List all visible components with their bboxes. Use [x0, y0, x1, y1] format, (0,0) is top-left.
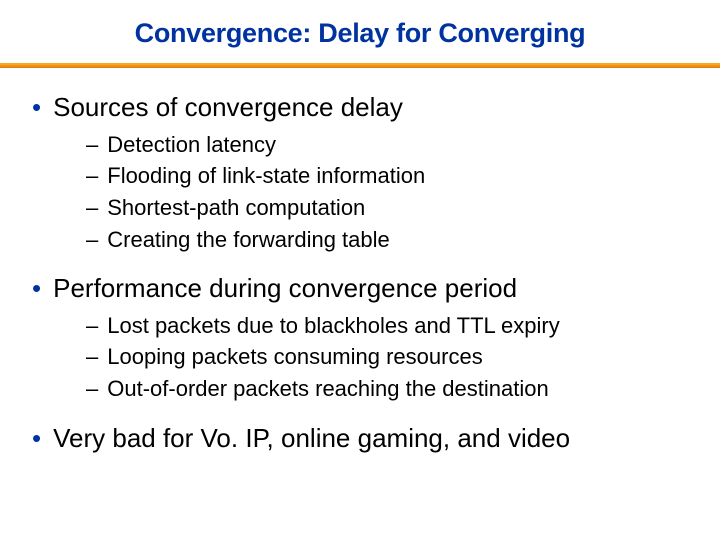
subitem: – Out-of-order packets reaching the dest…	[86, 374, 686, 404]
subitems-group: – Detection latency – Flooding of link-s…	[86, 130, 686, 255]
subitem: – Detection latency	[86, 130, 686, 160]
title-divider	[0, 63, 720, 69]
bullet-level1: • Very bad for Vo. IP, online gaming, an…	[34, 422, 686, 455]
bullet-icon: •	[32, 91, 41, 124]
dash-icon: –	[86, 225, 98, 255]
subitems-group: – Lost packets due to blackholes and TTL…	[86, 311, 686, 404]
subitem-text: Flooding of link-state information	[107, 161, 425, 191]
subitem-text: Detection latency	[107, 130, 276, 160]
dash-icon: –	[86, 311, 98, 341]
slide: Convergence: Delay for Converging • Sour…	[0, 0, 720, 540]
divider-bar-bottom	[0, 65, 720, 68]
subitem: – Lost packets due to blackholes and TTL…	[86, 311, 686, 341]
bullet-icon: •	[32, 422, 41, 455]
subitem-text: Creating the forwarding table	[107, 225, 390, 255]
bullet-level1: • Performance during convergence period	[34, 272, 686, 305]
subitem: – Creating the forwarding table	[86, 225, 686, 255]
bullet-text: Very bad for Vo. IP, online gaming, and …	[53, 422, 570, 455]
dash-icon: –	[86, 130, 98, 160]
subitem-text: Out-of-order packets reaching the destin…	[107, 374, 548, 404]
slide-content: • Sources of convergence delay – Detecti…	[30, 91, 690, 454]
subitem-text: Lost packets due to blackholes and TTL e…	[107, 311, 559, 341]
bullet-text: Performance during convergence period	[53, 272, 517, 305]
dash-icon: –	[86, 374, 98, 404]
subitem-text: Looping packets consuming resources	[107, 342, 482, 372]
subitem: – Shortest-path computation	[86, 193, 686, 223]
subitem-text: Shortest-path computation	[107, 193, 365, 223]
dash-icon: –	[86, 342, 98, 372]
subitem: – Looping packets consuming resources	[86, 342, 686, 372]
bullet-text: Sources of convergence delay	[53, 91, 403, 124]
dash-icon: –	[86, 161, 98, 191]
subitem: – Flooding of link-state information	[86, 161, 686, 191]
bullet-level1: • Sources of convergence delay	[34, 91, 686, 124]
dash-icon: –	[86, 193, 98, 223]
bullet-icon: •	[32, 272, 41, 305]
slide-title: Convergence: Delay for Converging	[30, 18, 690, 49]
